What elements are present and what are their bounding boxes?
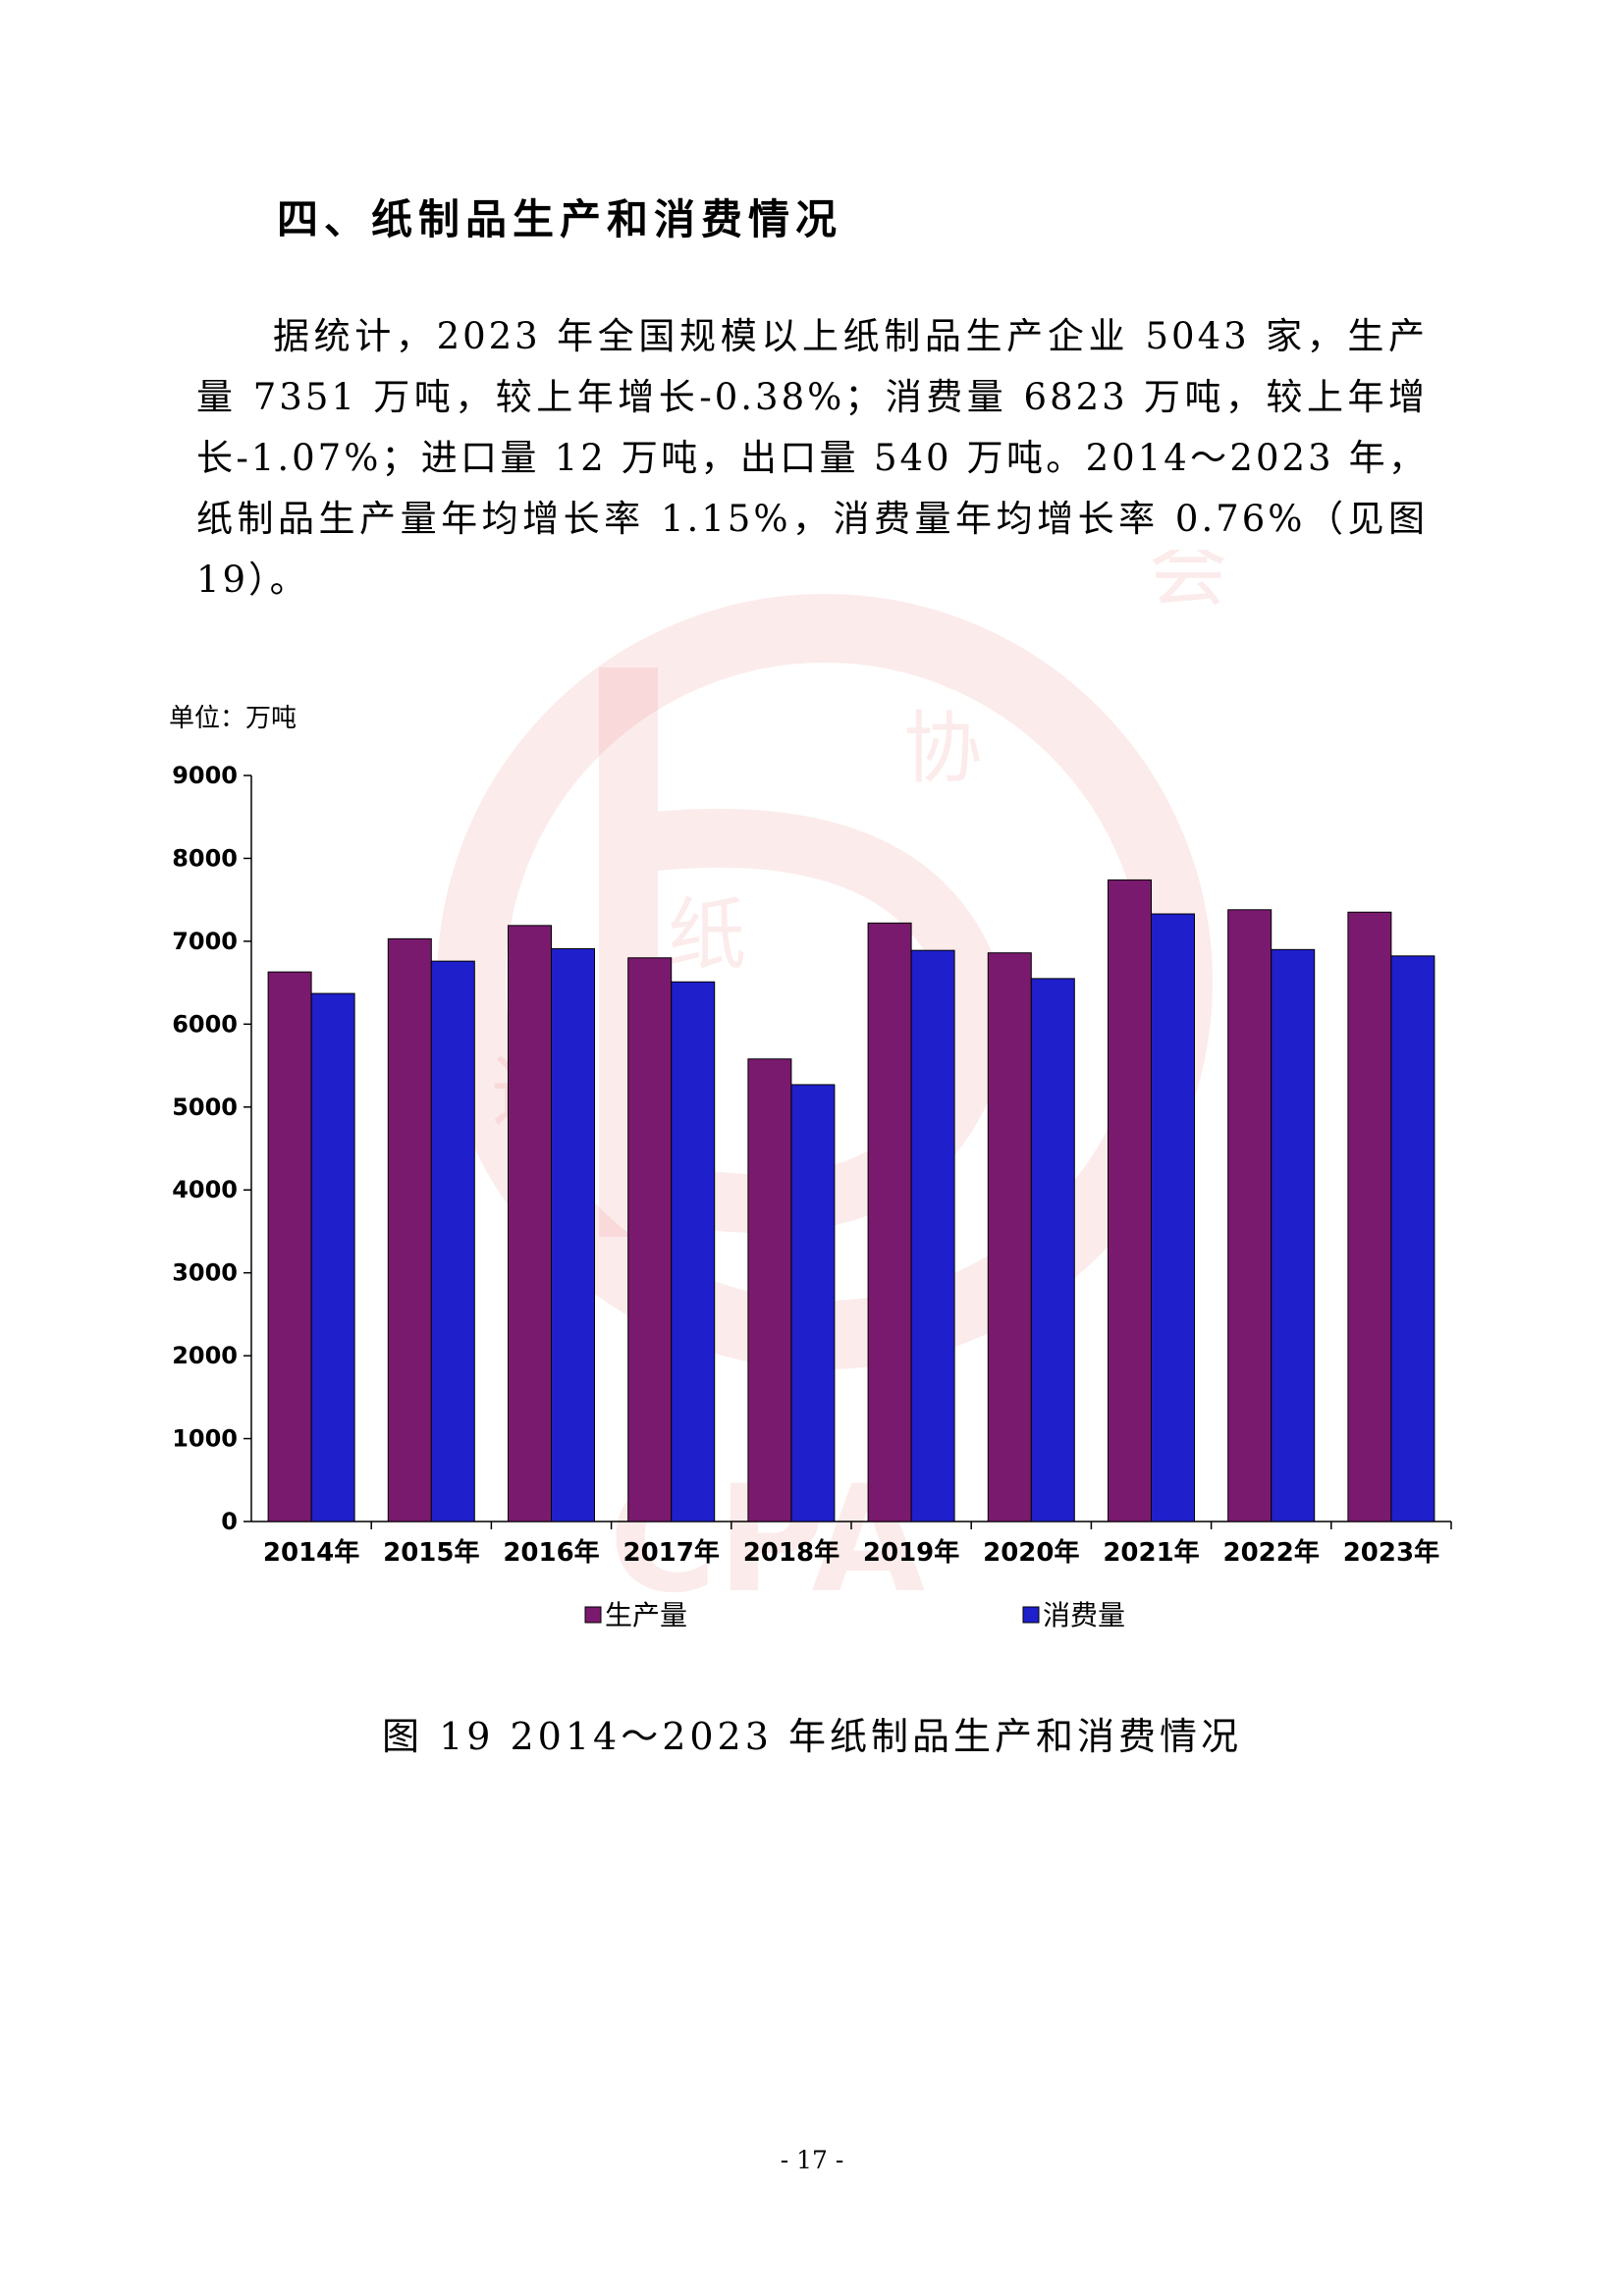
x-tick-label: 2016年 — [503, 1537, 599, 1568]
bar-chart: 单位：万吨 0 1000 2000 3000 4000 5000 6000 7000 8000 9… — [169, 704, 1452, 1631]
x-tick-label: 2014年 — [263, 1537, 359, 1568]
bar-production-2014年 — [267, 971, 312, 1522]
x-tick-label: 2015年 — [383, 1537, 479, 1568]
x-tick-label: 2023年 — [1343, 1537, 1439, 1568]
bar-production-2016年 — [508, 925, 552, 1522]
bar-consumption-2014年 — [310, 992, 355, 1522]
unit-label: 单位：万吨 — [169, 704, 297, 733]
bar-production-2020年 — [987, 952, 1032, 1522]
page-number: - 17 - — [780, 2146, 844, 2174]
legend-swatch — [1022, 1606, 1040, 1624]
bar-production-2018年 — [747, 1058, 792, 1522]
y-tick-label: 5000 — [172, 1094, 238, 1121]
y-tick-label: 0 — [221, 1508, 238, 1535]
legend-swatch — [584, 1606, 602, 1624]
x-tick-label: 2022年 — [1223, 1537, 1320, 1568]
bar-consumption-2020年 — [1030, 978, 1075, 1522]
figure-caption: 图 19 2014～2023 年纸制品生产和消费情况 — [381, 1715, 1242, 1758]
y-tick-label: 9000 — [172, 762, 238, 789]
bar-production-2021年 — [1108, 879, 1152, 1522]
bar-consumption-2021年 — [1151, 913, 1195, 1522]
x-tick-label: 2018年 — [743, 1537, 839, 1568]
bar-consumption-2019年 — [910, 949, 955, 1522]
x-tick-label: 2021年 — [1103, 1537, 1199, 1568]
x-tick-label: 2017年 — [623, 1537, 720, 1568]
bar-consumption-2022年 — [1271, 948, 1316, 1522]
bar-production-2015年 — [387, 937, 432, 1522]
y-tick-label: 2000 — [172, 1342, 238, 1369]
bar-production-2022年 — [1227, 909, 1272, 1522]
y-tick-label: 6000 — [172, 1010, 238, 1038]
bar-consumption-2016年 — [551, 947, 595, 1522]
y-tick-label: 3000 — [172, 1259, 238, 1287]
bar-production-2019年 — [867, 922, 912, 1522]
y-tick-label: 8000 — [172, 844, 238, 872]
y-tick-label: 4000 — [172, 1176, 238, 1203]
bar-production-2023年 — [1347, 911, 1392, 1522]
y-tick-label: 1000 — [172, 1425, 238, 1453]
y-tick-label: 7000 — [172, 928, 238, 955]
legend-label: 生产量 — [605, 1599, 687, 1631]
bar-production-2017年 — [627, 957, 673, 1522]
bar-consumption-2017年 — [671, 981, 716, 1522]
legend-label: 消费量 — [1043, 1599, 1125, 1631]
bar-consumption-2023年 — [1390, 955, 1435, 1522]
section-heading: 四、纸制品生产和消费情况 — [277, 195, 843, 243]
bar-consumption-2018年 — [790, 1084, 836, 1522]
x-tick-label: 2020年 — [983, 1537, 1079, 1568]
body-paragraph: 据统计，2023 年全国规模以上纸制品生产企业 5043 家，生产量 7351 … — [196, 315, 1428, 601]
x-tick-label: 2019年 — [863, 1537, 959, 1568]
bar-consumption-2015年 — [430, 960, 475, 1522]
